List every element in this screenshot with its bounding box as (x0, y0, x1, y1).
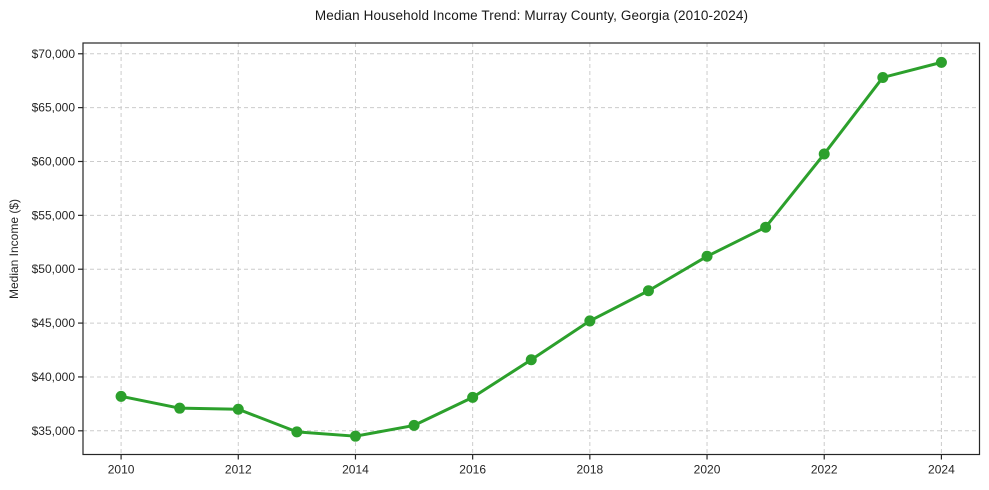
y-tick-label: $35,000 (32, 424, 76, 438)
data-point-marker (349, 430, 361, 442)
data-point-marker (115, 390, 127, 402)
x-tick-label: 2020 (694, 463, 721, 477)
data-point-marker (584, 315, 596, 327)
data-point-marker (877, 71, 889, 83)
y-tick-label: $65,000 (32, 101, 76, 115)
data-point-marker (291, 426, 303, 438)
data-point-marker (174, 402, 186, 414)
data-point-marker (701, 250, 713, 262)
y-tick-label: $55,000 (32, 208, 76, 222)
y-tick-label: $50,000 (32, 262, 76, 276)
x-tick-label: 2012 (225, 463, 252, 477)
y-tick-label: $40,000 (32, 370, 76, 384)
trend-line (119, 60, 943, 438)
y-tick-label: $60,000 (32, 154, 76, 168)
chart-title: Median Household Income Trend: Murray Co… (314, 8, 749, 23)
data-point-marker (760, 221, 772, 233)
data-point-marker (408, 419, 420, 431)
x-tick-label: 2016 (459, 463, 486, 477)
y-axis-label: Median Income ($) (7, 198, 21, 300)
data-point-marker (467, 391, 479, 403)
x-tick-label: 2018 (576, 463, 603, 477)
x-tick-label: 2010 (108, 463, 135, 477)
data-point-marker (232, 403, 244, 415)
y-tick-label: $45,000 (32, 316, 76, 330)
x-tick-label: 2022 (811, 463, 838, 477)
data-point-marker (642, 285, 654, 297)
y-tick-label: $70,000 (32, 47, 76, 61)
x-tick-label: 2024 (928, 463, 955, 477)
data-point-marker (818, 148, 830, 160)
x-tick-label: 2014 (342, 463, 369, 477)
data-point-marker (525, 354, 537, 366)
data-point-marker (935, 56, 947, 68)
axes-spines (82, 42, 981, 456)
